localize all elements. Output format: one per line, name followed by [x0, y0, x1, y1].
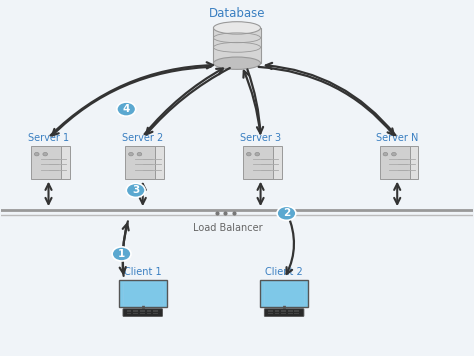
Bar	[275, 310, 279, 312]
Text: Server 1: Server 1	[28, 133, 69, 143]
Bar	[294, 313, 299, 314]
Text: 2: 2	[283, 208, 290, 218]
Bar	[294, 310, 299, 312]
Circle shape	[383, 152, 388, 156]
FancyArrowPatch shape	[140, 184, 146, 204]
Text: Server 2: Server 2	[122, 133, 164, 143]
Text: Client 1: Client 1	[124, 267, 162, 277]
FancyBboxPatch shape	[380, 146, 410, 179]
FancyArrowPatch shape	[123, 224, 128, 276]
Text: 3: 3	[132, 185, 139, 195]
Text: Server 3: Server 3	[240, 133, 281, 143]
Circle shape	[392, 152, 396, 156]
Circle shape	[246, 152, 251, 156]
FancyArrowPatch shape	[146, 68, 230, 135]
Circle shape	[117, 102, 136, 116]
Bar	[153, 310, 158, 312]
FancyArrowPatch shape	[394, 184, 400, 204]
Bar	[127, 310, 131, 312]
Circle shape	[255, 152, 260, 156]
FancyArrowPatch shape	[244, 71, 260, 134]
FancyBboxPatch shape	[125, 146, 155, 179]
FancyArrowPatch shape	[247, 69, 263, 133]
FancyArrowPatch shape	[259, 67, 394, 135]
Circle shape	[128, 152, 133, 156]
Text: Load Balancer: Load Balancer	[193, 223, 263, 233]
FancyBboxPatch shape	[264, 282, 304, 305]
Circle shape	[126, 183, 145, 198]
Bar	[268, 310, 273, 312]
Bar	[213, 28, 261, 63]
FancyBboxPatch shape	[39, 146, 70, 179]
FancyBboxPatch shape	[123, 282, 163, 305]
Circle shape	[112, 247, 131, 261]
Ellipse shape	[213, 22, 261, 34]
Circle shape	[137, 152, 142, 156]
Circle shape	[277, 206, 296, 220]
FancyArrowPatch shape	[145, 69, 223, 134]
Bar	[275, 313, 279, 314]
Circle shape	[35, 152, 39, 156]
Bar	[288, 310, 292, 312]
FancyBboxPatch shape	[252, 146, 282, 179]
FancyArrowPatch shape	[266, 63, 395, 135]
Circle shape	[43, 152, 47, 156]
FancyArrowPatch shape	[257, 184, 264, 204]
Bar	[127, 313, 131, 314]
FancyBboxPatch shape	[264, 309, 304, 316]
FancyBboxPatch shape	[134, 146, 164, 179]
FancyBboxPatch shape	[119, 280, 166, 307]
Bar	[268, 313, 273, 314]
FancyArrowPatch shape	[120, 221, 128, 273]
FancyArrowPatch shape	[52, 67, 210, 135]
Bar	[140, 310, 145, 312]
Bar	[146, 310, 151, 312]
FancyBboxPatch shape	[388, 146, 419, 179]
Bar	[281, 313, 286, 314]
Bar	[133, 310, 138, 312]
Bar	[140, 313, 145, 314]
Ellipse shape	[213, 57, 261, 69]
Text: Client 2: Client 2	[265, 267, 303, 277]
FancyArrowPatch shape	[46, 184, 52, 204]
Bar	[153, 313, 158, 314]
FancyBboxPatch shape	[123, 309, 163, 316]
Bar	[288, 313, 292, 314]
Text: 1: 1	[118, 249, 125, 259]
FancyBboxPatch shape	[31, 146, 61, 179]
FancyArrowPatch shape	[287, 214, 294, 274]
Bar	[281, 310, 286, 312]
FancyBboxPatch shape	[243, 146, 273, 179]
FancyBboxPatch shape	[260, 280, 308, 307]
Text: Server N: Server N	[376, 133, 419, 143]
Text: Database: Database	[209, 7, 265, 20]
FancyArrowPatch shape	[51, 62, 213, 135]
Bar	[133, 313, 138, 314]
Bar	[146, 313, 151, 314]
Text: 4: 4	[123, 104, 130, 114]
